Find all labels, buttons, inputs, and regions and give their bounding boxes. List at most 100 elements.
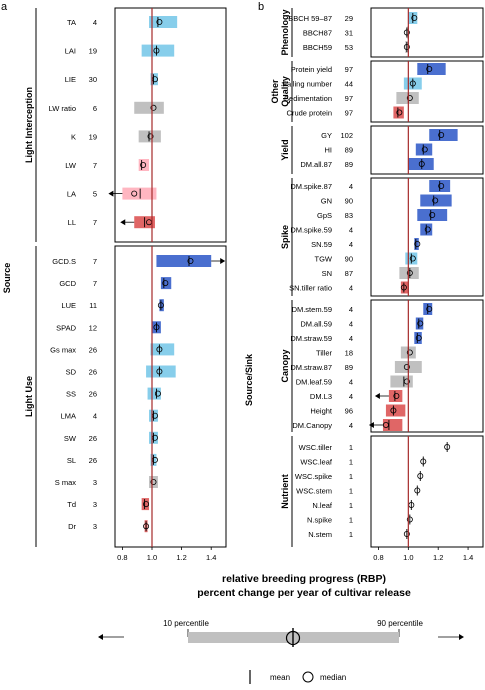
row-n-1-5-6: 1: [349, 530, 353, 539]
row-n-0-1-10: 3: [93, 478, 97, 487]
legend-p90-label: 90 percentile: [377, 619, 423, 628]
row-n-1-5-3: 1: [349, 487, 353, 496]
row-name-1-3-0: DM.spike.87: [290, 182, 332, 191]
row-n-0-0-6: 5: [93, 190, 97, 199]
bar-0-0-5: [138, 159, 150, 171]
median-circle-1-4-5: [403, 378, 410, 385]
group-label-1-0: Phenology: [280, 9, 290, 55]
median-circle-0-1-10: [150, 478, 157, 485]
row-n-0-1-8: 26: [89, 434, 97, 443]
row-n-0-1-3: 12: [89, 323, 97, 332]
row-name-1-4-1: DM.all.59: [300, 320, 332, 329]
row-name-1-4-2: DM.straw.59: [290, 334, 332, 343]
row-name-0-1-4: Gs max: [50, 345, 76, 354]
row-n-0-0-7: 7: [93, 218, 97, 227]
row-name-1-3-6: SN: [322, 269, 332, 278]
median-circle-1-2-2: [418, 160, 425, 167]
row-n-0-1-9: 26: [89, 456, 97, 465]
group-label-1-1-b: Quality: [280, 76, 290, 107]
row-n-0-0-1: 19: [89, 47, 97, 56]
row-n-0-0-0: 4: [93, 18, 97, 27]
median-circle-1-2-0: [438, 131, 445, 138]
row-n-0-0-2: 30: [89, 75, 97, 84]
xlabel-line2: percent change per year of cultivar rele…: [197, 587, 411, 599]
row-name-1-3-5: TGW: [315, 255, 333, 264]
plot-frame-1-3: [370, 177, 484, 297]
row-n-1-5-1: 1: [349, 458, 353, 467]
row-name-1-5-6: N.stem: [308, 530, 332, 539]
row-n-1-3-4: 4: [349, 240, 353, 249]
row-name-0-1-7: LMA: [61, 412, 76, 421]
row-n-1-4-8: 4: [349, 421, 353, 430]
median-circle-1-3-3: [424, 226, 431, 233]
row-name-0-1-11: Td: [67, 500, 76, 509]
row-n-0-0-4: 19: [89, 132, 97, 141]
median-circle-1-4-4: [403, 363, 410, 370]
legend-median-circle: [285, 630, 301, 646]
row-name-1-1-0: Protein yield: [291, 65, 332, 74]
row-name-1-1-3: Crude protein: [287, 109, 332, 118]
bar-0-0-1: [141, 44, 175, 57]
row-n-0-1-5: 26: [89, 368, 97, 377]
median-circle-1-5-6: [403, 531, 410, 538]
arrow-head-1-4-8: [368, 422, 374, 428]
row-n-1-1-0: 97: [345, 65, 353, 74]
row-name-1-4-6: DM.L3: [310, 392, 332, 401]
row-name-1-0-1: BBCH87: [303, 29, 332, 38]
bar-0-0-0: [149, 16, 178, 28]
row-n-1-4-6: 4: [349, 392, 353, 401]
row-name-1-5-3: WSC.stem: [296, 487, 332, 496]
median-circle-0-0-0: [156, 18, 163, 25]
row-name-1-4-5: DM.leaf.59: [296, 378, 332, 387]
bar-0-0-4: [138, 130, 161, 143]
xlabel-line1: relative breeding progress (RBP): [222, 573, 386, 585]
row-name-1-5-0: WSC.tiller: [299, 443, 333, 452]
row-name-0-1-2: LUE: [61, 301, 76, 310]
row-name-1-2-0: GY: [321, 131, 332, 140]
row-name-1-5-5: N.spike: [307, 516, 332, 525]
row-n-1-3-5: 90: [345, 255, 353, 264]
row-name-1-4-0: DM.stem.59: [292, 305, 332, 314]
row-n-0-0-5: 7: [93, 161, 97, 170]
median-circle-1-0-0: [411, 14, 418, 21]
median-circle-0-0-3: [150, 104, 157, 111]
median-circle-0-1-6: [154, 390, 161, 397]
median-circle-1-3-7: [400, 284, 407, 291]
row-n-0-1-4: 26: [89, 345, 97, 354]
bar-1-4-5: [390, 375, 413, 388]
median-circle-1-1-1: [409, 80, 416, 87]
median-circle-1-2-1: [421, 146, 428, 153]
bar-0-0-2: [150, 73, 158, 86]
median-circle-0-1-4: [156, 346, 163, 353]
row-n-1-1-2: 97: [345, 94, 353, 103]
median-circle-1-4-6: [393, 392, 400, 399]
row-name-0-1-1: GCD: [59, 279, 76, 288]
row-n-1-1-3: 97: [345, 109, 353, 118]
bar-1-4-6: [388, 390, 403, 402]
bar-0-1-2: [159, 299, 164, 312]
row-name-1-3-2: GpS: [317, 211, 332, 220]
bar-1-4-1: [415, 317, 424, 330]
median-circle-1-1-0: [426, 66, 433, 73]
row-n-1-0-0: 29: [345, 14, 353, 23]
row-n-1-4-0: 4: [349, 305, 353, 314]
plot-frame-1-4: [370, 299, 484, 433]
row-n-1-2-1: 89: [345, 146, 353, 155]
xtick-label-1-3: 1.4: [463, 553, 473, 562]
bar-1-4-8: [382, 419, 403, 431]
median-circle-0-1-1: [162, 280, 169, 287]
panel-a-side-label: Source: [2, 263, 12, 294]
legend-left-arrow-head: [98, 634, 103, 640]
bar-0-1-10: [149, 476, 158, 488]
row-name-0-1-9: SL: [67, 456, 76, 465]
row-n-1-4-1: 4: [349, 320, 353, 329]
row-name-0-0-3: LW ratio: [49, 104, 76, 113]
median-circle-0-0-6: [131, 190, 138, 197]
row-n-0-0-3: 6: [93, 104, 97, 113]
median-circle-1-4-7: [390, 407, 397, 414]
row-n-1-3-3: 4: [349, 226, 353, 235]
xtick-label-0-2: 1.2: [176, 553, 186, 562]
group-label-0-0: Light Interception: [24, 87, 34, 163]
row-n-1-4-7: 96: [345, 407, 353, 416]
